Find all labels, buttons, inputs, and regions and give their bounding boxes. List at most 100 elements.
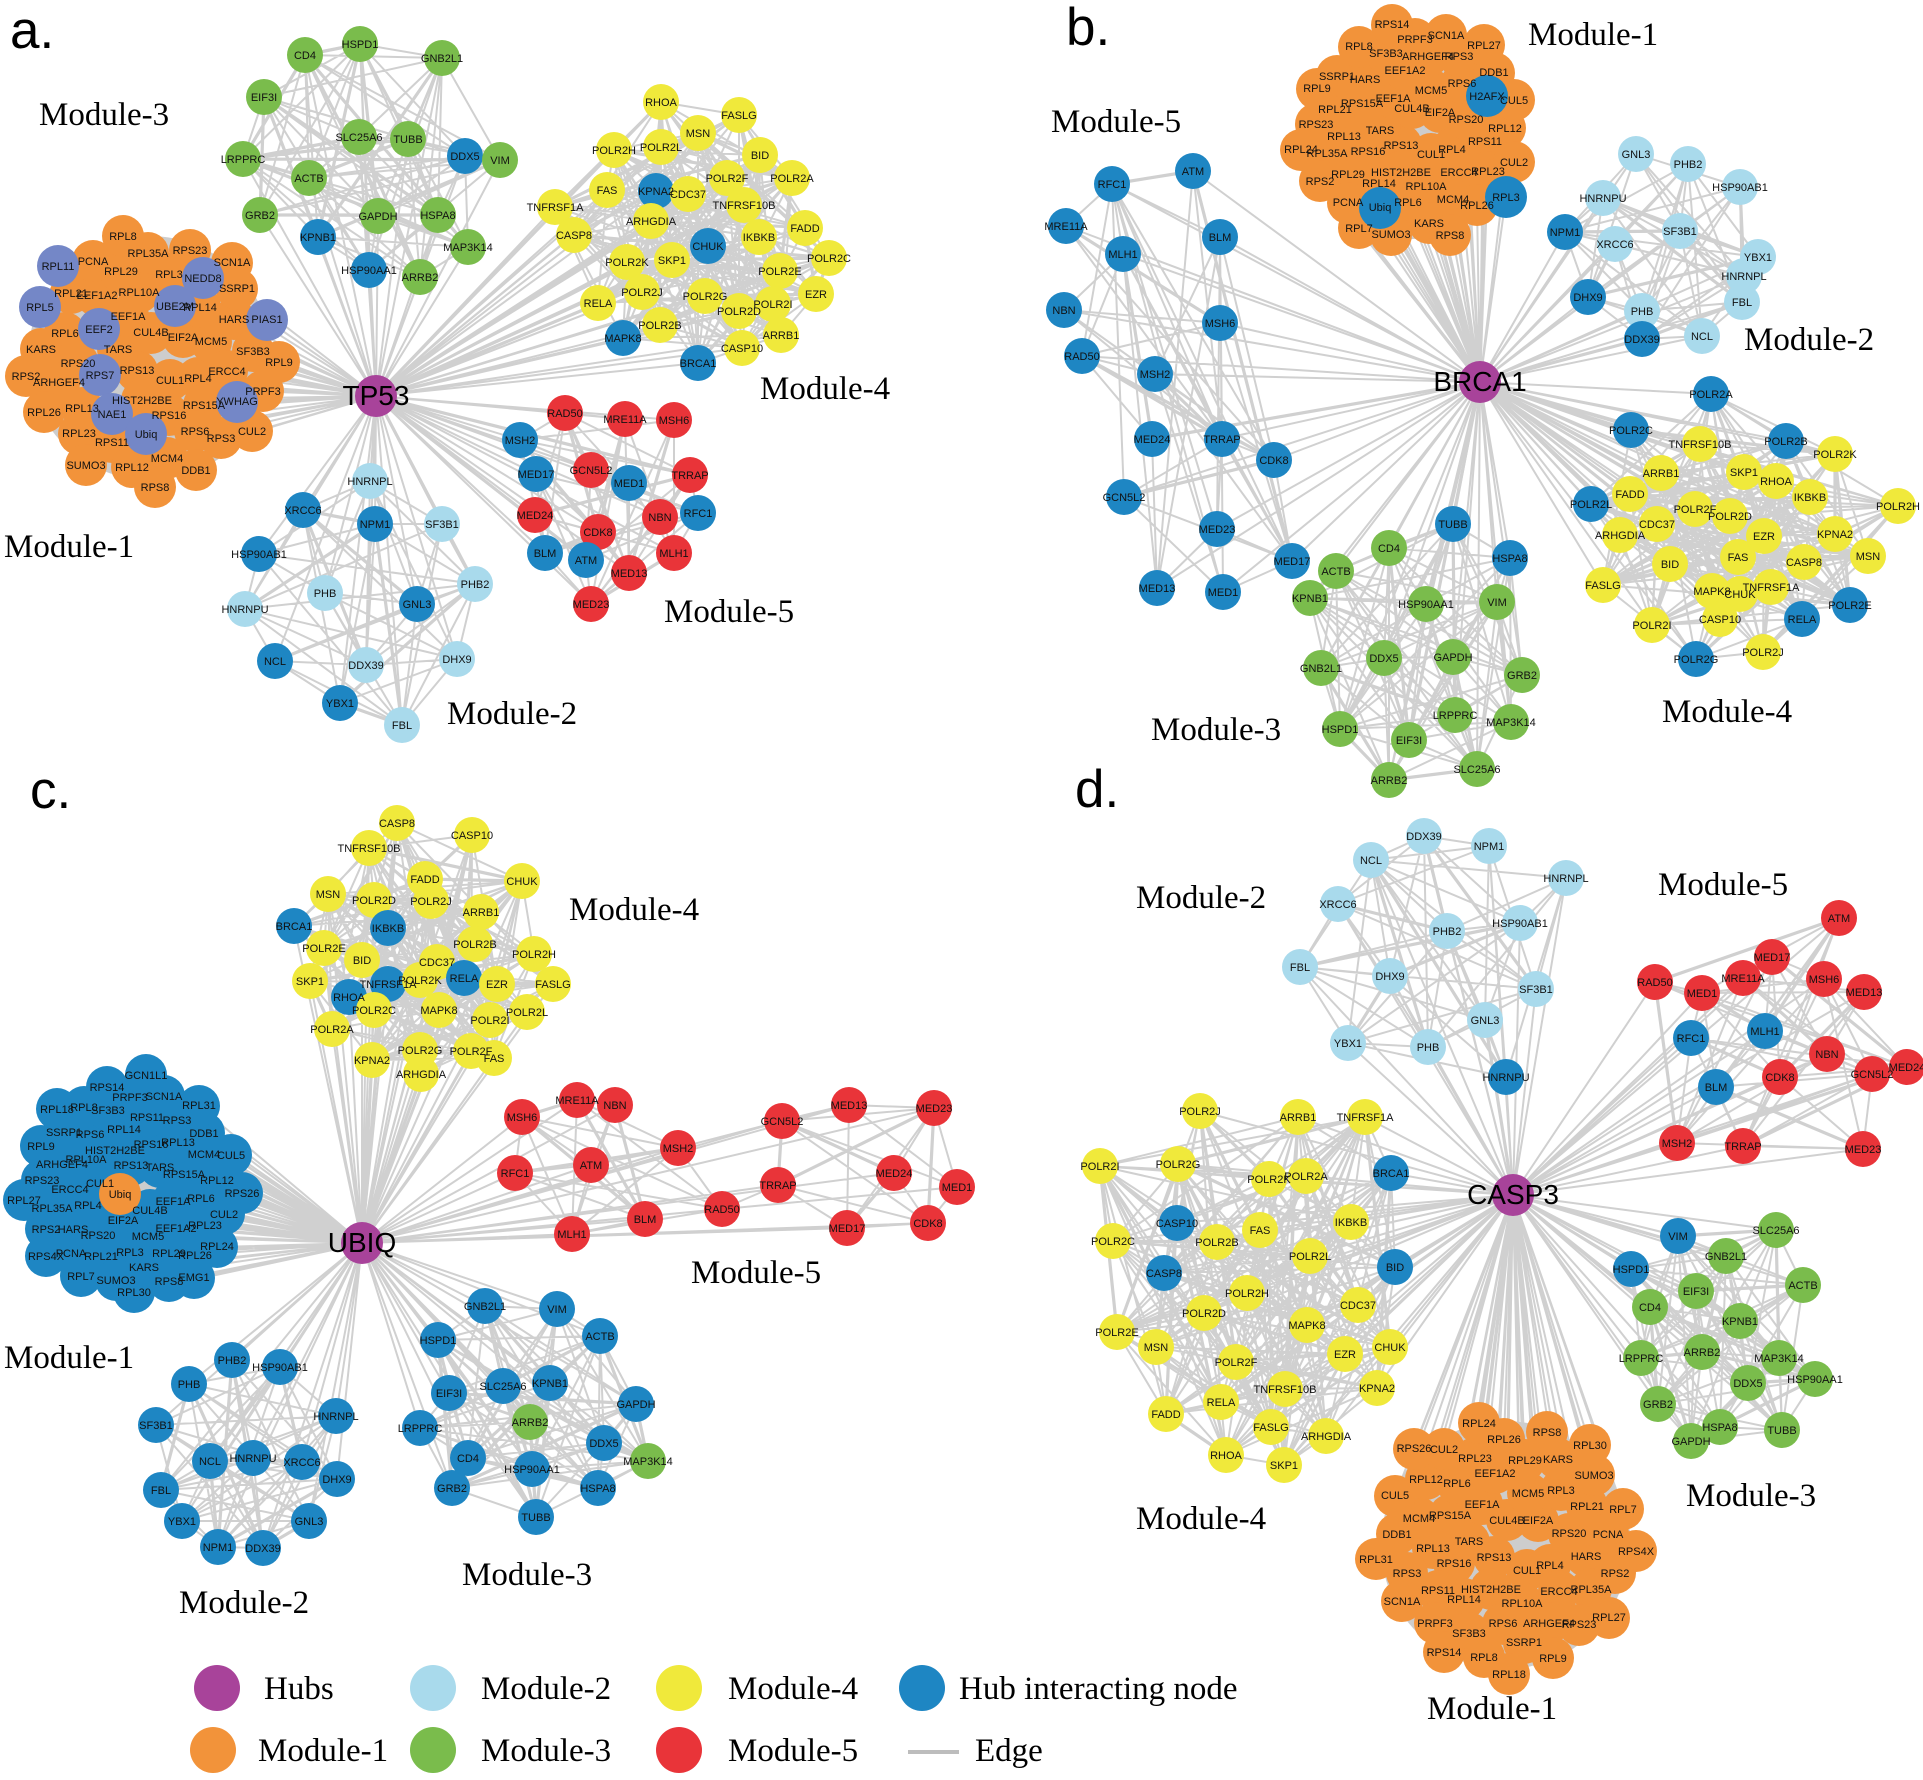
svg-text:EZR: EZR (1753, 531, 1775, 543)
svg-text:BLM: BLM (534, 548, 557, 560)
svg-text:RPS16: RPS16 (134, 1139, 169, 1151)
svg-text:RPL29: RPL29 (1508, 1455, 1542, 1467)
svg-text:POLR2L: POLR2L (640, 142, 682, 154)
svg-text:RPL3: RPL3 (116, 1247, 144, 1259)
svg-text:c.: c. (30, 761, 71, 820)
svg-text:RPL24: RPL24 (1284, 144, 1318, 156)
svg-text:DDB1: DDB1 (189, 1128, 218, 1140)
svg-text:MED23: MED23 (1845, 1144, 1882, 1156)
svg-text:HARS: HARS (219, 314, 250, 326)
svg-text:MED17: MED17 (1754, 952, 1791, 964)
svg-text:SCN1A: SCN1A (214, 257, 251, 269)
svg-text:NCL: NCL (1360, 855, 1382, 867)
svg-text:GNB2L1: GNB2L1 (464, 1301, 506, 1313)
svg-text:DHX9: DHX9 (1375, 971, 1404, 983)
svg-text:TNFRSF10B: TNFRSF10B (1669, 439, 1732, 451)
svg-text:TRRAP: TRRAP (1724, 1141, 1761, 1153)
svg-text:Module-4: Module-4 (569, 892, 699, 928)
svg-text:RPL30: RPL30 (117, 1287, 151, 1299)
svg-text:ARRB2: ARRB2 (1684, 1347, 1721, 1359)
svg-text:HSPA8: HSPA8 (420, 210, 455, 222)
svg-text:GAPDH: GAPDH (616, 1399, 655, 1411)
svg-text:SCN1A: SCN1A (146, 1091, 183, 1103)
svg-text:MSH2: MSH2 (1662, 1138, 1693, 1150)
svg-text:PCNA: PCNA (78, 256, 109, 268)
svg-text:RPS14: RPS14 (1375, 19, 1410, 31)
svg-text:MSH2: MSH2 (505, 435, 536, 447)
svg-text:SKP1: SKP1 (658, 255, 686, 267)
svg-text:HSP90AB1: HSP90AB1 (1712, 182, 1768, 194)
svg-text:FAS: FAS (597, 185, 618, 197)
svg-text:ERCC4: ERCC4 (1540, 1586, 1577, 1598)
svg-text:ARRB2: ARRB2 (402, 272, 439, 284)
svg-text:TARS: TARS (146, 1162, 175, 1174)
svg-text:ARRB1: ARRB1 (1643, 468, 1680, 480)
svg-text:POLR2K: POLR2K (605, 257, 649, 269)
svg-text:TARS: TARS (104, 344, 133, 356)
svg-text:HSPA8: HSPA8 (1702, 1422, 1737, 1434)
svg-text:CUL5: CUL5 (1500, 95, 1528, 107)
svg-text:EZR: EZR (1334, 1349, 1356, 1361)
svg-text:Module-4: Module-4 (728, 1671, 858, 1707)
svg-text:Module-5: Module-5 (664, 594, 794, 630)
svg-text:KPNA2: KPNA2 (1817, 529, 1853, 541)
svg-text:POLR2E: POLR2E (1095, 1327, 1138, 1339)
svg-text:POLR2E: POLR2E (758, 266, 801, 278)
svg-text:ERCC4: ERCC4 (51, 1184, 88, 1196)
svg-text:POLR2B: POLR2B (1764, 436, 1807, 448)
svg-text:RPS23: RPS23 (1562, 1619, 1597, 1631)
svg-text:NAE1: NAE1 (98, 409, 127, 421)
svg-text:RPL21: RPL21 (1318, 104, 1352, 116)
svg-text:EIF3I: EIF3I (1683, 1286, 1709, 1298)
svg-text:DDX5: DDX5 (450, 151, 479, 163)
svg-text:RPS11: RPS11 (130, 1112, 164, 1124)
svg-text:MAP3K14: MAP3K14 (1486, 717, 1536, 729)
svg-text:MED17: MED17 (518, 469, 555, 481)
svg-text:RPL3: RPL3 (155, 269, 183, 281)
svg-text:BRCA1: BRCA1 (680, 358, 717, 370)
svg-text:CUL2: CUL2 (1430, 1444, 1458, 1456)
svg-text:EEF1A: EEF1A (1465, 1499, 1501, 1511)
svg-text:POLR2D: POLR2D (1708, 511, 1752, 523)
svg-text:BID: BID (1661, 559, 1679, 571)
svg-text:PHB2: PHB2 (461, 579, 490, 591)
svg-text:RPS6: RPS6 (76, 1129, 105, 1141)
svg-text:POLR2L: POLR2L (1289, 1251, 1331, 1263)
svg-text:RPS3: RPS3 (207, 433, 236, 445)
svg-text:MED13: MED13 (1139, 583, 1176, 595)
svg-text:SLC25A6: SLC25A6 (479, 1381, 526, 1393)
svg-text:Module-3: Module-3 (39, 97, 169, 133)
svg-text:RPL12: RPL12 (115, 462, 149, 474)
svg-text:RPL8: RPL8 (1470, 1652, 1498, 1664)
svg-text:MED13: MED13 (831, 1100, 868, 1112)
svg-text:HSP90AA1: HSP90AA1 (341, 265, 397, 277)
svg-text:GNB2L1: GNB2L1 (1300, 663, 1342, 675)
svg-text:CDK8: CDK8 (1765, 1072, 1794, 1084)
svg-text:a.: a. (10, 1, 54, 60)
svg-text:HIST2H2BE: HIST2H2BE (1371, 167, 1431, 179)
svg-text:NBN: NBN (648, 512, 671, 524)
svg-text:GNL3: GNL3 (1471, 1015, 1500, 1027)
svg-text:CUL1: CUL1 (1417, 149, 1445, 161)
svg-text:KPNB1: KPNB1 (300, 232, 336, 244)
svg-text:PHB: PHB (1417, 1042, 1440, 1054)
svg-text:HSP90AB1: HSP90AB1 (252, 1362, 308, 1374)
svg-text:RFC1: RFC1 (1677, 1033, 1706, 1045)
svg-text:ERCC4: ERCC4 (1440, 167, 1477, 179)
svg-text:Hub interacting node: Hub interacting node (959, 1671, 1238, 1707)
svg-text:EEF2: EEF2 (85, 324, 113, 336)
svg-text:RPL6: RPL6 (1394, 197, 1422, 209)
svg-text:Module-3: Module-3 (462, 1557, 592, 1593)
svg-text:POLR2H: POLR2H (592, 145, 636, 157)
svg-text:Module-2: Module-2 (179, 1585, 309, 1621)
svg-text:SF3B3: SF3B3 (1452, 1628, 1486, 1640)
svg-text:RPL30: RPL30 (1573, 1440, 1607, 1452)
svg-text:Module-2: Module-2 (1136, 880, 1266, 916)
svg-text:POLR2C: POLR2C (807, 253, 851, 265)
svg-text:MCM5: MCM5 (1415, 85, 1447, 97)
svg-text:GRB2: GRB2 (1507, 670, 1537, 682)
svg-text:RPL8: RPL8 (1345, 41, 1373, 53)
svg-text:MAPK8: MAPK8 (604, 333, 641, 345)
svg-text:YBX1: YBX1 (1334, 1038, 1362, 1050)
svg-text:DDX39: DDX39 (348, 660, 383, 672)
